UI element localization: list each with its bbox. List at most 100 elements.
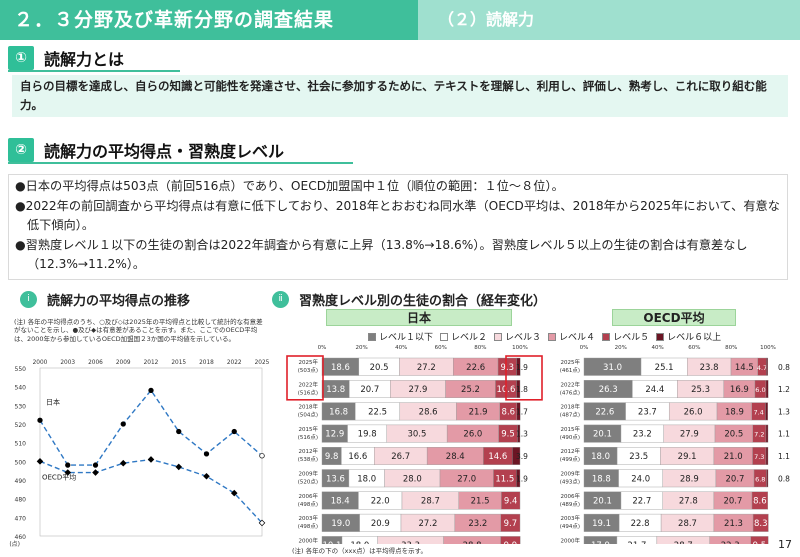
bar-segment [500,536,521,544]
japan-bars-chart: 0% 20% 40% 60% 80% 100% 2025年(503点) 18.6 20.5 27.… [286,345,543,544]
bar-value-label: 28.6 [419,407,438,417]
bar-segment [583,536,618,544]
level6-value-label: 1.1 [778,452,790,461]
legend-swatch [440,332,449,341]
x-tick-label: 2018 [199,360,214,366]
bar-value-label: 20.1 [593,497,612,507]
bar-value-label: 26.0 [684,407,703,417]
bar-value-label: 6.0 [755,386,765,394]
data-point [203,472,210,480]
bar-value-label: 20.1 [593,430,612,440]
legend-swatch [368,332,376,341]
x-tick-label: 2022 [227,360,242,366]
bar-value-label: 28.7 [421,497,440,507]
x-tick-label: 80% [474,345,486,351]
data-point [259,453,265,459]
bar-value-label: 19.0 [331,519,350,529]
data-point [65,462,71,468]
bar-value-label: 16.9 [730,385,749,395]
left-chart-note: (注) 各年の平均得点のうち、○及び◇は2025年の平均得点と比較して統計的な有… [14,318,263,343]
legend-item: レベル２ [440,330,487,343]
bar-value-label: 20.9 [371,519,390,529]
row-year-label: 2012年 [299,447,319,455]
page-title: ２．３分野及び革新分野の調査結果 [0,0,418,40]
bar-segment [616,536,658,544]
legend-label: レベル１以下 [379,333,434,343]
section1-underline [8,70,180,72]
bar-value-label: 8.3 [754,519,768,529]
y-tick-label: 460 [15,534,27,541]
proficiency-legend: レベル１以下 レベル２ レベル３ レベル４ レベル５ レベル６以上 [368,330,728,343]
bar-segment [765,402,769,421]
bar-segment [516,469,521,488]
bar-value-label: 20.7 [723,497,742,507]
level6-value-label: 1.2 [778,385,790,394]
bar-value-label: 27.8 [679,497,698,507]
bar-segment [443,536,501,544]
highlight-box-labels [286,355,324,401]
bar-segment [501,491,521,510]
data-point [147,456,155,463]
series-line [39,389,263,466]
bullet-3: ●習熟度レベル１以下の生徒の割合は2022年調査から有意に上昇（13.8%→18… [15,237,748,272]
row-score-label: (461点) [560,367,580,374]
bar-segment [377,536,444,544]
row-score-label: (489点) [560,501,580,508]
legend-swatch [602,332,611,341]
bar-value-label: 9.5 [753,541,767,544]
bar-value-label: 23.5 [629,452,648,462]
x-tick-label: 2025 [255,360,270,366]
bar-value-label: 26.3 [599,385,618,395]
row-score-label: (493点) [560,479,580,486]
row-score-label: (494点) [560,523,580,530]
y-tick-label: 510 [15,441,27,448]
data-point [36,458,44,465]
x-tick-label: 2012 [144,360,159,366]
y-tick-label: 550 [15,366,27,373]
data-point [119,459,127,467]
bar-value-label: 21.0 [724,452,743,462]
bar-value-label: 22.6 [466,363,485,373]
bar-value-label: 27.2 [418,519,437,529]
bar-value-label: 9.4 [504,497,518,507]
bar-value-label: 28.7 [678,519,697,529]
bar-value-label: 7.4 [753,408,763,416]
bar-value-label: 20.7 [726,474,745,484]
row-score-label: (499点) [560,456,580,463]
bar-value-label: 18.0 [357,474,376,484]
bar-value-label: 25.3 [691,385,710,395]
bar-segment [766,469,769,488]
row-year-label: 2009年 [299,470,319,478]
row-score-label: (520点) [298,479,318,486]
page-subtitle: （２）読解力 [438,10,535,29]
y-tick-label: 490 [15,478,27,485]
bar-value-label: 19.1 [592,519,611,529]
bar-value-label: 27.0 [457,474,476,484]
bar-value-label: 22.5 [368,407,387,417]
legend-swatch [494,332,503,341]
row-year-label: 2022年 [299,380,319,388]
bar-value-label: 22.7 [632,497,651,507]
bar-value-label: 33.3 [401,541,420,544]
right-chart-title: 習熟度レベル別の生徒の割合（経年変化） [299,293,547,309]
row-score-label: (504点) [298,412,318,419]
bar-segment [516,357,521,376]
section2-underline [8,162,353,164]
bar-value-label: 18.9 [725,407,744,417]
level6-value-label: 1.9 [516,363,528,372]
bar-value-label: 18.0 [591,452,610,462]
row-year-label: 2025年 [299,358,319,366]
row-score-label: (490点) [560,434,580,441]
series-label: OECD平均 [42,472,76,481]
data-point [92,462,99,468]
bar-value-label: 20.5 [370,363,389,373]
level6-value-label: 1.9 [516,474,528,483]
y-unit-label: (点) [9,540,20,548]
x-tick-label: 60% [435,345,447,351]
bar-value-label: 22.6 [595,407,614,417]
x-tick-label: 20% [355,345,367,351]
x-tick-label: 2009 [116,360,131,366]
oecd-bars-chart: 0% 20% 40% 60% 80% 100% 2025年(461点) 31.0 25.1 23.… [560,345,790,544]
bar-value-label: 8.6 [753,497,767,507]
bar-value-label: 26.7 [391,452,410,462]
